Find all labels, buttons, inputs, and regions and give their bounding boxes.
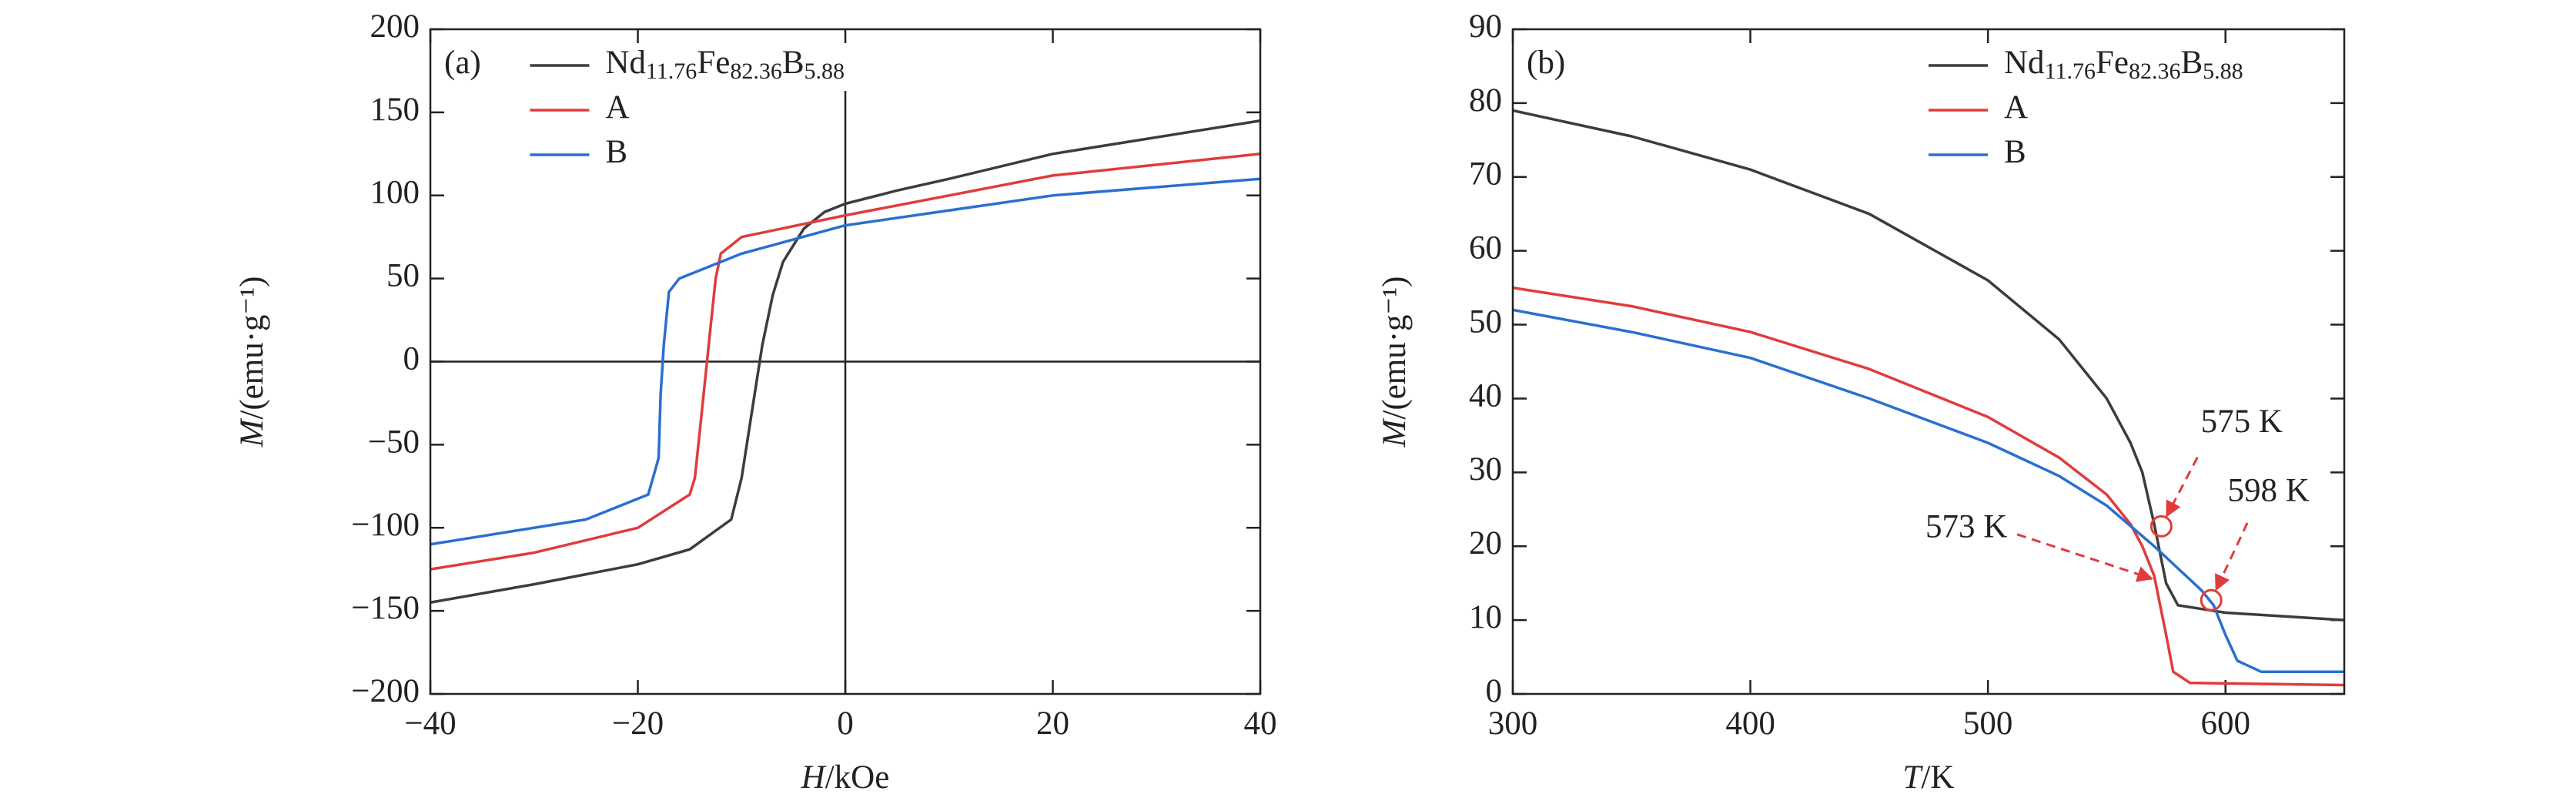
x-tick-label: 500	[1963, 705, 2013, 742]
x-tick-label: −20	[612, 705, 664, 742]
panel-label: (b)	[1527, 45, 1565, 81]
data-line	[1513, 109, 2344, 622]
annotation-text: 575 K	[2201, 404, 2283, 440]
x-tick-label: −40	[404, 705, 456, 742]
legend-label: B	[2004, 134, 2026, 170]
y-tick-label: 0	[403, 340, 420, 377]
panel-label: (a)	[444, 45, 481, 81]
x-tick-label: 600	[2200, 705, 2250, 742]
y-tick-label: 200	[370, 8, 420, 45]
legend-label: A	[605, 89, 629, 126]
y-tick-label: 80	[1469, 82, 1502, 119]
legend-label: A	[2004, 89, 2028, 126]
y-tick-label: −200	[351, 673, 420, 709]
plot-frame	[429, 28, 1262, 695]
annotation-text: 573 K	[1925, 508, 2007, 545]
data-line	[1513, 286, 2344, 687]
y-tick-label: 150	[370, 92, 420, 128]
annotation-marker	[2149, 514, 2173, 538]
y-tick-label: −100	[351, 507, 420, 543]
x-tick-label: 20	[1036, 705, 1069, 742]
data-line	[1513, 308, 2344, 673]
x-axis-label: T/K	[1903, 759, 1955, 796]
annotation-arrow	[2166, 457, 2199, 518]
x-tick-label: 400	[1725, 705, 1775, 742]
x-axis-label: H/kOe	[801, 759, 890, 796]
annotation-arrow	[2016, 533, 2154, 582]
y-tick-label: 60	[1469, 230, 1502, 266]
y-tick-label: 40	[1469, 377, 1502, 414]
annotation-arrow	[2215, 522, 2249, 591]
y-tick-label: 50	[1469, 303, 1502, 340]
y-tick-label: 0	[1486, 673, 1503, 709]
legend-label: B	[605, 134, 627, 170]
data-line	[430, 152, 1260, 571]
y-tick-label: −50	[368, 424, 420, 460]
annotation-marker	[2200, 588, 2223, 612]
y-axis-label: M/(emu·g⁻¹)	[234, 276, 270, 448]
y-tick-label: 10	[1469, 599, 1502, 635]
y-tick-label: 100	[370, 175, 420, 211]
plot-frame	[1511, 28, 2346, 695]
y-tick-label: 90	[1469, 8, 1502, 45]
data-line	[430, 119, 1260, 605]
x-tick-label: 300	[1488, 705, 1538, 742]
annotation-text: 598 K	[2228, 472, 2310, 508]
y-tick-label: 70	[1469, 156, 1502, 193]
y-tick-label: 50	[386, 258, 420, 294]
x-tick-label: 0	[837, 705, 854, 742]
panel: −40 −20 0 20 40−200−150−100−50050100150200Nd…	[234, 8, 1277, 796]
y-axis-label: M/(emu·g⁻¹)	[1377, 276, 1413, 448]
panel: 300 400 500 600 0 10 20 30 40 50 60 70 80 90 Nd11.76​F…	[1377, 8, 2346, 796]
y-tick-label: 20	[1469, 525, 1502, 561]
data-line	[430, 177, 1260, 546]
y-tick-label: 30	[1469, 451, 1502, 488]
y-tick-label: −150	[351, 590, 420, 626]
legend-label: Nd11.76​Fe82.36​B5.88​	[605, 45, 845, 84]
x-tick-label: 40	[1244, 705, 1277, 742]
legend-label: Nd11.76​Fe82.36​B5.88​	[2004, 45, 2243, 84]
